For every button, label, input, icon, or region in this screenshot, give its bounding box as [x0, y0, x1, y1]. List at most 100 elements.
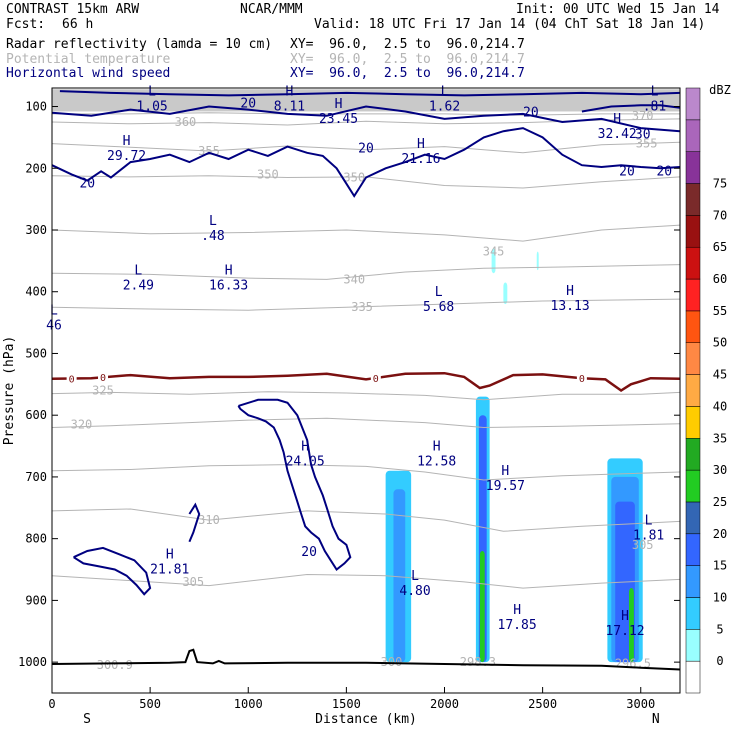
y-tick-label-3: 400 — [25, 285, 47, 299]
wind-contour-label-7: 20 — [301, 545, 317, 560]
extremum-kind-12: H — [566, 284, 574, 299]
theta-contour-315-2 — [51, 464, 681, 481]
colorbar-layer: 0 5 10 15 20 25 30 35 40 45 50 55 60 65 70 75 dBZ — [685, 83, 731, 694]
extremum-value-2: 23.45 — [319, 112, 358, 127]
x-end-label-north: N — [652, 712, 660, 727]
x-tick-label-0: 0 — [48, 697, 55, 711]
wind-contour-4 — [237, 398, 352, 571]
reflectivity-cell-9 — [491, 248, 496, 274]
extremum-kind-8: L — [209, 214, 217, 229]
colorbar-label-1: 5 — [716, 622, 723, 636]
theta-label-11: 310 — [198, 513, 220, 527]
theta-contour-340-5 — [51, 264, 681, 280]
extremum-value-18: 4.80 — [399, 584, 430, 599]
colorbar-label-11: 55 — [713, 304, 727, 318]
wind-contour-1 — [581, 104, 681, 113]
colorbar-cell-17 — [685, 119, 701, 152]
extremum-kind-9: L — [134, 263, 142, 278]
extremum-value-17: 21.81 — [150, 562, 189, 577]
theta-contour-355-9 — [51, 141, 681, 154]
theta-contour-335-6 — [51, 298, 681, 311]
reflectivity-cell-10 — [503, 282, 508, 305]
wind-contour-label-6: 20 — [656, 164, 672, 179]
reflectivity-cell-11 — [536, 251, 539, 271]
theta-label-1: 360 — [175, 115, 197, 129]
extremum-kind-3: L — [441, 84, 449, 99]
colorbar-cell-6 — [685, 469, 701, 503]
colorbar-cell-5 — [685, 501, 701, 535]
colorbar-label-8: 40 — [713, 399, 727, 413]
extremum-kind-16: H — [501, 464, 509, 479]
theta-label-4: 350 — [257, 167, 279, 181]
extremum-value-12: 13.13 — [551, 299, 590, 314]
colorbar-label-0: 0 — [716, 654, 723, 668]
wind-contour-6 — [188, 502, 201, 543]
theta-contour-370-11 — [52, 112, 680, 116]
extremum-value-14: 24.05 — [286, 454, 325, 469]
extremum-value-11: 5.68 — [423, 300, 454, 315]
freezing-level-layer: 0 0 0 0 — [51, 371, 681, 393]
freezing-label-bg-0 — [66, 372, 77, 384]
colorbar-cell-15 — [685, 183, 701, 216]
extremum-kind-18: L — [411, 569, 419, 584]
extremum-value-0: 1.05 — [136, 99, 167, 114]
y-tick-label-0: 100 — [25, 100, 47, 114]
extremum-kind-7: H — [417, 137, 425, 152]
terrain-layer — [51, 648, 681, 671]
reflectivity-cell-4 — [479, 551, 485, 663]
theta-label-16: 298.3 — [460, 655, 496, 669]
x-tick-label-4: 2000 — [430, 697, 459, 711]
extremum-value-10: 16.33 — [209, 278, 248, 293]
field-name-reflectivity: Radar reflectivity (lamda = 10 cm) — [6, 37, 273, 52]
extremum-value-21: 17.12 — [605, 624, 644, 639]
reflectivity-cell-8 — [628, 588, 634, 663]
extremum-kind-13: L — [50, 304, 58, 319]
extremum-value-9: 2.49 — [123, 278, 154, 293]
wind-contour-label-2: 30 — [635, 127, 651, 142]
y-tick-label-8: 900 — [25, 593, 47, 607]
extremum-value-3: 1.62 — [429, 99, 460, 114]
colorbar-cell-4 — [685, 533, 701, 566]
extremum-value-8: .48 — [201, 229, 224, 244]
theta-label-7: 340 — [343, 272, 365, 286]
model-title: CONTRAST 15km ARW — [6, 2, 140, 17]
extremum-value-1: 8.11 — [274, 99, 305, 114]
y-tick-label-2: 300 — [25, 223, 47, 237]
colorbar-label-2: 10 — [713, 590, 727, 604]
x-tick-label-3: 1500 — [332, 697, 361, 711]
colorbar-label-3: 15 — [713, 559, 727, 573]
y-tick-label-7: 800 — [25, 532, 47, 546]
extremum-value-5: 32.42 — [598, 127, 637, 142]
colorbar-label-5: 25 — [713, 495, 727, 509]
freezing-label-bg-1 — [98, 371, 109, 383]
extremum-value-4: .81 — [643, 99, 666, 114]
extremum-kind-14: H — [301, 439, 309, 454]
colorbar-cell-1 — [685, 629, 701, 662]
colorbar-label-4: 20 — [713, 527, 727, 541]
colorbar-cell-0 — [685, 660, 701, 694]
colorbar-cell-14 — [685, 215, 701, 248]
x-tick-label-6: 3000 — [626, 697, 655, 711]
y-tick-label-1: 200 — [25, 161, 47, 175]
colorbar-cell-16 — [685, 151, 701, 184]
wind-contour-label-1: 20 — [523, 106, 539, 121]
extremum-value-20: 17.85 — [498, 618, 537, 633]
freezing-label-0: 0 — [69, 374, 75, 385]
theta-label-3: 355 — [636, 137, 658, 151]
extremum-kind-0: L — [148, 84, 156, 99]
colorbar-cell-11 — [685, 310, 701, 343]
extremum-kind-4: L — [651, 84, 659, 99]
extremum-kind-1: H — [286, 84, 294, 99]
field-xy-reflectivity: XY= 96.0, 2.5 to 96.0,214.7 — [290, 37, 525, 52]
colorbar-label-10: 50 — [713, 336, 727, 350]
wind-contour-3 — [51, 105, 681, 133]
y-tick-label-6: 700 — [25, 470, 47, 484]
freezing-label-1: 0 — [100, 373, 106, 384]
theta-label-15: 300 — [381, 655, 403, 669]
y-tick-label-9: 1000 — [18, 655, 47, 669]
colorbar-label-12: 60 — [713, 272, 727, 286]
x-tick-label-2: 1000 — [234, 697, 263, 711]
extremum-kind-19: L — [645, 513, 653, 528]
theta-contour-345-7 — [51, 224, 681, 242]
